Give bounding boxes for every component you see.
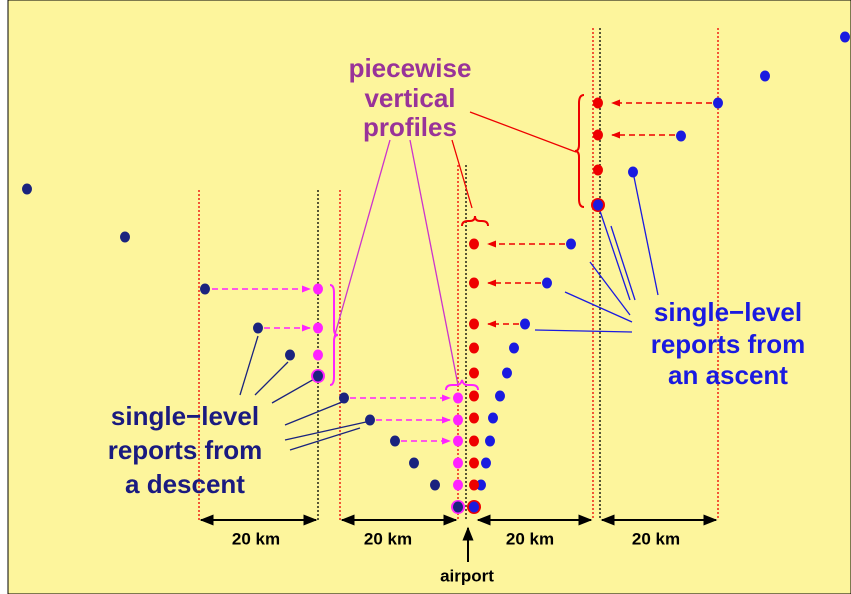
ascent-line: reports from <box>651 329 806 359</box>
distance-label: 20 km <box>232 529 280 548</box>
brace <box>461 215 489 227</box>
ascent-report <box>495 390 505 402</box>
callout <box>632 171 659 296</box>
descent-line: single−level <box>111 401 259 431</box>
ascent-report <box>485 435 495 447</box>
descent-profile <box>453 435 463 447</box>
ascent-report <box>520 318 530 330</box>
descent-report <box>200 283 210 295</box>
brace <box>574 94 585 208</box>
ascent-report <box>628 166 638 178</box>
ascent-report <box>566 238 576 250</box>
callout <box>451 139 473 209</box>
descent-profile <box>313 283 323 295</box>
layout <box>22 28 850 562</box>
descent-report <box>120 231 130 243</box>
ascent-profile <box>593 164 603 176</box>
callout <box>610 225 636 301</box>
descent-line: reports from <box>108 435 263 465</box>
callout <box>271 377 317 404</box>
callout <box>284 401 343 426</box>
ascent-report <box>676 130 686 142</box>
distance-label: 20 km <box>632 529 680 548</box>
descent-profile <box>453 414 463 426</box>
descent-report <box>339 392 349 404</box>
ascent-report <box>476 479 486 491</box>
ascent-profile <box>469 318 479 330</box>
profiles-line: piecewise <box>349 53 472 83</box>
ascent-report <box>542 277 552 289</box>
ascent-line: an ascent <box>668 360 788 390</box>
callout <box>239 335 259 396</box>
callout <box>564 291 633 323</box>
ascent-report <box>840 31 850 43</box>
descent-report <box>409 457 419 469</box>
ascent-report <box>760 70 770 82</box>
callout <box>597 204 631 301</box>
airport-label: airport <box>440 566 494 585</box>
descent-report <box>22 183 32 195</box>
ascent-report <box>502 367 512 379</box>
ascent-profile <box>469 457 479 469</box>
descent-profile <box>313 349 323 361</box>
descent-report <box>285 349 295 361</box>
descent-report <box>253 322 263 334</box>
ascent-report <box>593 199 603 211</box>
descent-report <box>430 479 440 491</box>
callout <box>409 139 459 386</box>
ascent-report <box>481 457 491 469</box>
callout <box>333 139 391 339</box>
callout <box>469 111 577 153</box>
descent-line: a descent <box>125 469 245 499</box>
ascent-line: single−level <box>654 297 802 327</box>
brace <box>329 284 339 386</box>
profiles-line: vertical <box>364 83 455 113</box>
brace <box>445 379 479 391</box>
descent-profile <box>313 322 323 334</box>
distance-label: 20 km <box>364 529 412 548</box>
descent-profile <box>453 457 463 469</box>
ascent-profile <box>469 479 479 491</box>
background <box>7 0 851 594</box>
ascent-report <box>469 501 479 513</box>
ascent-report <box>488 412 498 424</box>
profiles-line: profiles <box>363 112 457 142</box>
callout <box>254 361 289 396</box>
ascent-report <box>713 97 723 109</box>
callout <box>589 261 631 316</box>
ascent-profile <box>593 97 603 109</box>
ascent-profile <box>469 342 479 354</box>
descent-report <box>453 501 463 513</box>
ascent-profile <box>469 390 479 402</box>
ascent-profile <box>469 435 479 447</box>
descent-profile <box>453 392 463 404</box>
ascent-profile <box>469 412 479 424</box>
callout <box>534 329 633 333</box>
ascent-profile <box>469 238 479 250</box>
callout <box>284 421 367 441</box>
descent-report <box>313 370 323 382</box>
ascent-report <box>509 342 519 354</box>
ascent-profile <box>593 129 603 141</box>
callout <box>289 427 361 451</box>
distance-label: 20 km <box>506 529 554 548</box>
descent-report <box>390 435 400 447</box>
ascent-profile <box>469 277 479 289</box>
descent-profile <box>453 479 463 491</box>
descent-report <box>365 414 375 426</box>
ascent-profile <box>469 367 479 379</box>
